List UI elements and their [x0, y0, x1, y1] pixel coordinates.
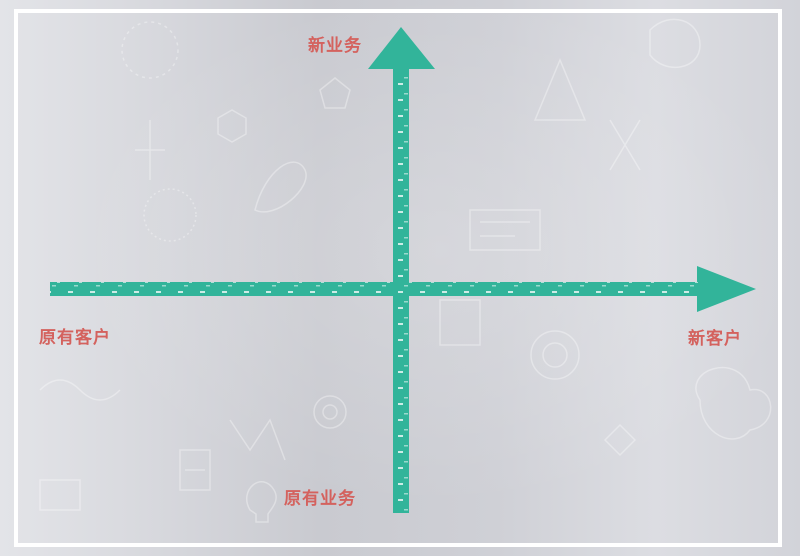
globe-doodle-icon: [649, 18, 701, 69]
lightbulb-doodle-icon: [246, 481, 277, 523]
cell-doodle-icon: [254, 161, 307, 213]
gear-doodle-icon: [313, 395, 347, 429]
virus-doodle-icon: [143, 188, 197, 242]
molecule-doodle-icon: [319, 77, 351, 109]
axis-label-existing-business: 原有业务: [284, 489, 356, 509]
flask-doodle-icon: [533, 58, 587, 121]
diamond-doodle-icon: [603, 423, 637, 457]
sunburst-doodle-icon: [121, 21, 179, 79]
target-doodle-icon: [530, 330, 580, 380]
vertical-axis-arrow: [368, 27, 435, 513]
axis-label-new-business: 新业务: [308, 36, 362, 56]
robot-doodle-icon: [179, 449, 211, 491]
chart-doodle-icon: [469, 209, 541, 251]
hexagon-doodle-icon: [217, 109, 247, 143]
document-doodle-icon: [439, 299, 481, 346]
horizontal-axis-arrow: [50, 266, 756, 312]
axis-label-new-customers: 新客户: [688, 329, 742, 349]
brain-doodle-icon: [695, 366, 772, 440]
axis-label-existing-customers: 原有客户: [39, 328, 111, 348]
